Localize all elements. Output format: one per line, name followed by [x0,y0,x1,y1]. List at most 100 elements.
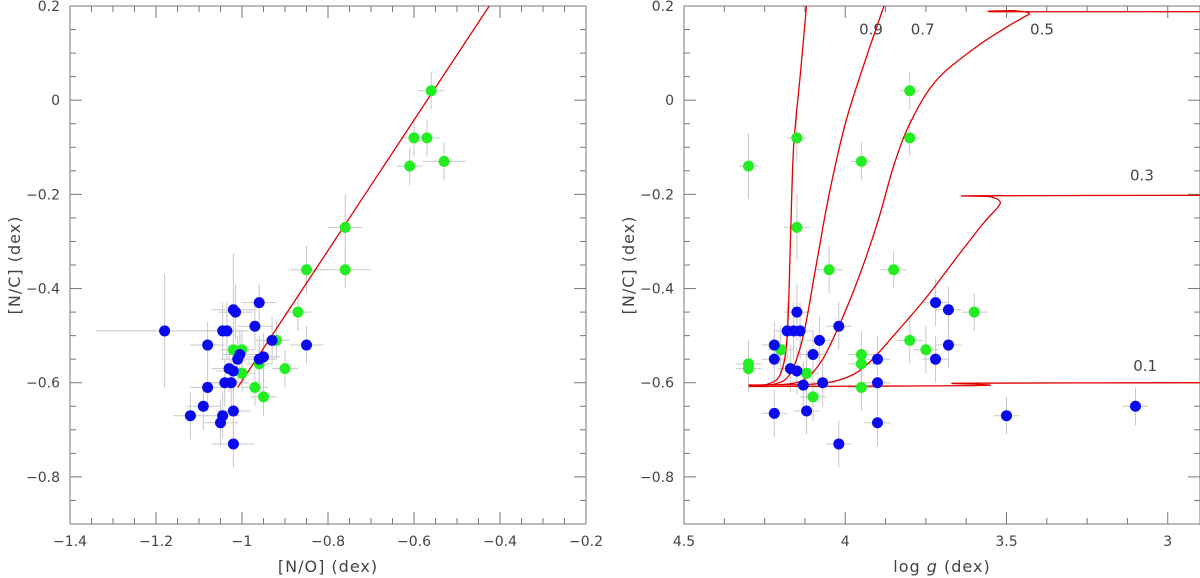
data-point-blue [817,377,829,389]
data-point-green [279,363,291,375]
data-point-blue [872,377,883,389]
fit-line [237,6,490,388]
left-xtick-label: −1.4 [53,534,87,550]
data-point-blue [942,339,954,351]
data-point-blue [801,405,813,417]
data-point-green [791,132,803,144]
right-ytick-label: −0.2 [640,187,674,203]
data-point-blue [833,320,845,332]
data-point-green [438,155,450,167]
right-model-curves: 0.9 0.7 0.5 0.3 0.1 [748,6,1200,388]
data-point-green [249,381,261,393]
right-ytick-label: −0.8 [640,470,674,486]
data-point-blue [833,438,845,450]
left-xtick-label: −0.6 [397,534,431,550]
data-point-blue [768,353,780,365]
data-point-green [807,391,819,403]
data-point-green [855,348,867,360]
left-ytick-label: −0.8 [26,470,60,486]
data-point-green [292,306,304,318]
data-point-green [888,264,900,276]
right-ytick-label: −0.6 [640,376,674,392]
data-point-blue [266,334,278,346]
data-point-green [904,85,916,97]
data-point-green [904,132,916,144]
model-curve-0-9 [748,6,808,386]
right-xtick-label: 3.5 [995,534,1017,550]
left-axis-ticks: −1.4 −1.2 −1 −0.8 −0.6 −0.4 −0.2 −0.8 −0.6 −0.4 −0… [26,0,603,550]
data-point-blue [225,377,237,389]
model-curve-label: 0.5 [1030,21,1054,39]
data-point-green [801,367,813,379]
data-point-green [855,358,867,370]
data-point-blue [1001,410,1012,422]
left-ytick-label: 0.2 [38,0,60,15]
left-ytick-label: 0 [51,93,60,109]
data-point-green [968,306,980,318]
right-plot-frame [683,5,1200,525]
data-point-blue [227,405,239,417]
left-xtick-label: −0.2 [569,534,603,550]
left-panel: −1.4 −1.2 −1 −0.8 −0.6 −0.4 −0.2 −0.8 −0.6 −0.4 −0… [5,0,603,576]
data-point-blue [794,325,806,337]
model-curve-0-3 [748,194,1200,386]
data-point-green [920,344,932,356]
data-point-blue [1130,400,1141,412]
data-point-blue [930,297,942,309]
data-point-blue [301,339,312,351]
right-x-axis-label-prefix: log [893,557,926,576]
data-point-blue [813,334,825,346]
data-point-blue [227,365,239,377]
data-point-green [236,367,248,379]
model-curve-label: 0.3 [1130,167,1154,185]
left-x-axis-label: [N/O] (dex) [278,557,378,576]
data-point-blue [768,339,780,351]
data-point-blue [872,353,883,365]
right-panel: 4.5 4 3.5 3−0.8−0.6−0.4−0.200.2 0.9 0.7 0.50.… [619,0,1200,576]
data-point-green [339,221,351,233]
model-curve-label: 0.7 [911,21,935,39]
data-point-green [855,155,867,167]
right-data-points [743,85,1141,450]
left-fit-line-group [237,6,490,388]
data-point-green [904,334,916,346]
data-point-blue [202,381,214,393]
data-point-blue [791,306,803,318]
data-point-green [823,264,835,276]
right-x-axis-label-var: g [927,557,938,576]
data-point-blue [797,379,809,391]
data-point-green [404,160,416,172]
right-ytick-label: 0.2 [652,0,674,15]
right-xtick-label: 4 [841,534,850,550]
right-y-axis-label: [N/C] (dex) [619,216,638,315]
right-x-axis-label: log g (dex) [893,557,990,576]
data-point-green [855,381,867,393]
left-error-bars [95,71,466,468]
left-data-points [159,85,450,450]
left-xtick-label: −1 [232,534,253,550]
data-point-blue [227,438,239,450]
right-ytick-label: 0 [665,93,674,109]
data-point-blue [253,297,265,309]
data-point-blue [249,320,261,332]
right-xtick-label: 4.5 [673,534,695,550]
data-point-blue [230,306,242,318]
data-point-blue [930,353,942,365]
data-point-blue [258,351,269,363]
model-curve-0-1 [748,382,1200,388]
data-point-blue [232,353,244,365]
right-error-bars [735,71,1149,468]
data-point-blue [768,407,780,419]
left-ytick-label: −0.6 [26,376,60,392]
right-x-axis-label-suffix: (dex) [938,557,991,576]
data-point-blue [807,348,819,360]
data-point-blue [872,417,883,429]
data-point-blue [197,400,209,412]
left-plot-frame [69,5,587,525]
data-point-blue [942,304,954,316]
model-curve-0-7 [748,6,885,386]
right-xtick-label: 3 [1163,534,1172,550]
model-curve-0-5 [748,10,1200,386]
data-point-blue [184,410,196,422]
